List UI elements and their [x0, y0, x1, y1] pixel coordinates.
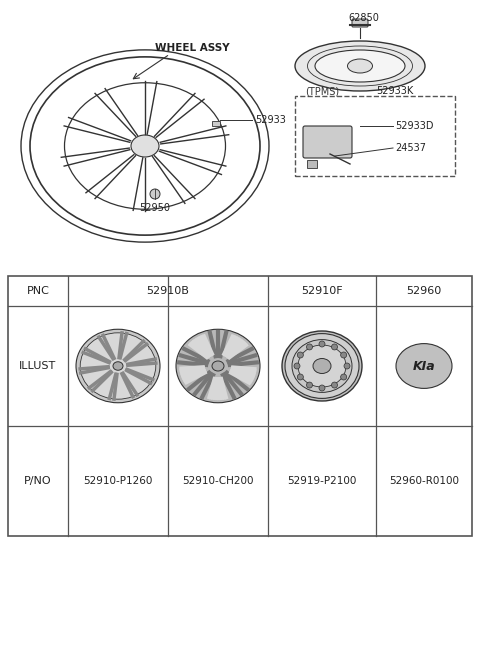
Ellipse shape [212, 361, 224, 371]
Circle shape [297, 352, 303, 358]
Text: PNC: PNC [26, 286, 49, 296]
Circle shape [332, 344, 337, 350]
Ellipse shape [315, 50, 405, 82]
Text: 52910B: 52910B [146, 286, 190, 296]
Text: 52910-P1260: 52910-P1260 [84, 476, 153, 486]
Text: 52960-R0100: 52960-R0100 [389, 476, 459, 486]
Text: 52910-CH200: 52910-CH200 [182, 476, 254, 486]
Text: WHEEL ASSY: WHEEL ASSY [155, 43, 229, 53]
Circle shape [341, 352, 347, 358]
Text: 52933: 52933 [255, 115, 286, 125]
Text: 52919-P2100: 52919-P2100 [288, 476, 357, 486]
Text: (TPMS): (TPMS) [305, 86, 339, 96]
Text: 24537: 24537 [395, 143, 426, 153]
Circle shape [341, 374, 347, 380]
FancyBboxPatch shape [352, 19, 368, 27]
Circle shape [332, 382, 337, 388]
Text: 52910F: 52910F [301, 286, 343, 296]
Ellipse shape [76, 329, 160, 403]
Circle shape [297, 374, 303, 380]
Circle shape [319, 341, 325, 347]
Ellipse shape [285, 334, 359, 398]
Text: KIa: KIa [413, 359, 435, 373]
Circle shape [344, 363, 350, 369]
Bar [212, 121, 220, 126]
Circle shape [294, 363, 300, 369]
Circle shape [319, 385, 325, 391]
Text: 52960: 52960 [407, 286, 442, 296]
Text: 62850: 62850 [348, 13, 379, 23]
Text: P/NO: P/NO [24, 476, 52, 486]
Bar [8, 276, 472, 536]
FancyBboxPatch shape [303, 126, 352, 158]
Ellipse shape [292, 340, 352, 392]
Bar [307, 160, 317, 168]
Ellipse shape [113, 361, 123, 370]
Text: 52933D: 52933D [395, 121, 433, 131]
Ellipse shape [396, 344, 452, 388]
Circle shape [307, 382, 312, 388]
Circle shape [150, 189, 160, 199]
Circle shape [307, 344, 312, 350]
Ellipse shape [313, 358, 331, 373]
Text: 52950: 52950 [140, 203, 170, 213]
Text: 52933K: 52933K [376, 86, 414, 96]
Text: ILLUST: ILLUST [19, 361, 57, 371]
Ellipse shape [295, 41, 425, 91]
Ellipse shape [298, 345, 346, 387]
Ellipse shape [80, 333, 156, 400]
Ellipse shape [176, 329, 260, 403]
Ellipse shape [348, 59, 372, 73]
Ellipse shape [282, 331, 362, 401]
Ellipse shape [131, 135, 159, 157]
